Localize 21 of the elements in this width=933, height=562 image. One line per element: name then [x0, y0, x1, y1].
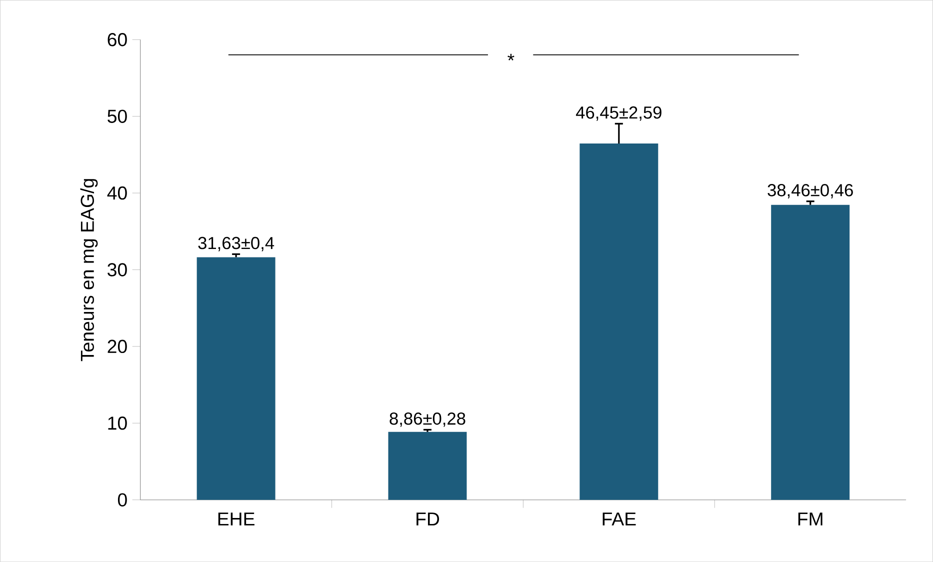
y-tick-label: 60	[108, 32, 127, 46]
data-label: 31,63±0,4	[198, 236, 274, 252]
x-tick-label: FM	[798, 512, 822, 526]
y-tick-label: 40	[107, 186, 127, 200]
y-tick-label: 10	[108, 416, 127, 430]
y-tick-label: 50	[108, 110, 127, 123]
annotation: *	[508, 54, 514, 60]
data-label: 38,46±0,46	[768, 184, 853, 198]
bar	[388, 432, 467, 500]
bar	[580, 143, 658, 500]
y-tick-label: 30	[108, 263, 127, 276]
x-tick-label: FD	[416, 512, 440, 526]
y-tick-label: 0	[118, 493, 127, 506]
y-tick-label: 20	[108, 340, 127, 353]
data-label: 8,86±0,28	[390, 412, 466, 427]
x-tick-label: EHE	[218, 512, 254, 526]
y-axis-title: Teneurs en mg EAG/g	[80, 179, 98, 362]
data-label: 46,45±2,59	[576, 106, 662, 121]
x-tick-label: FAE	[602, 512, 636, 526]
bar	[196, 257, 276, 500]
bar	[771, 204, 850, 500]
